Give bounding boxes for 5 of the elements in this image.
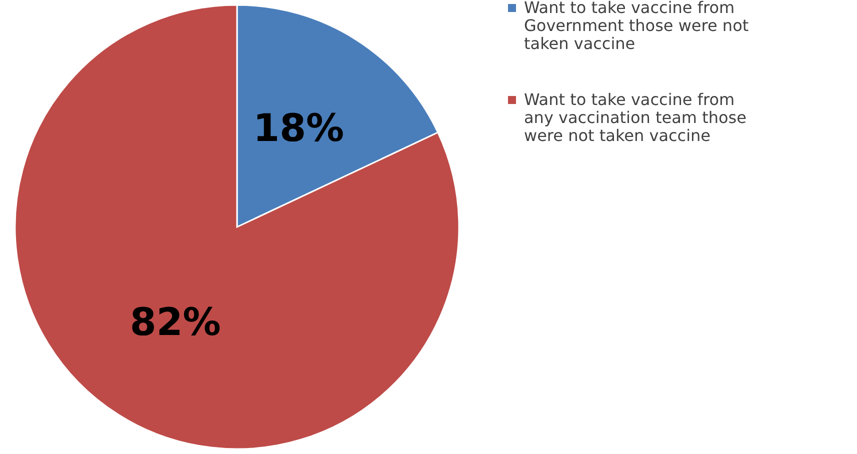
legend-label: Want to take vaccine from Government those were not taken vaccine: [524, 0, 749, 53]
pie-slice: [14, 4, 460, 450]
data-label: 82%: [130, 300, 221, 344]
data-label: 18%: [253, 106, 344, 150]
legend-label: Want to take vaccine from any vaccination team those were not taken vaccine: [524, 90, 746, 145]
